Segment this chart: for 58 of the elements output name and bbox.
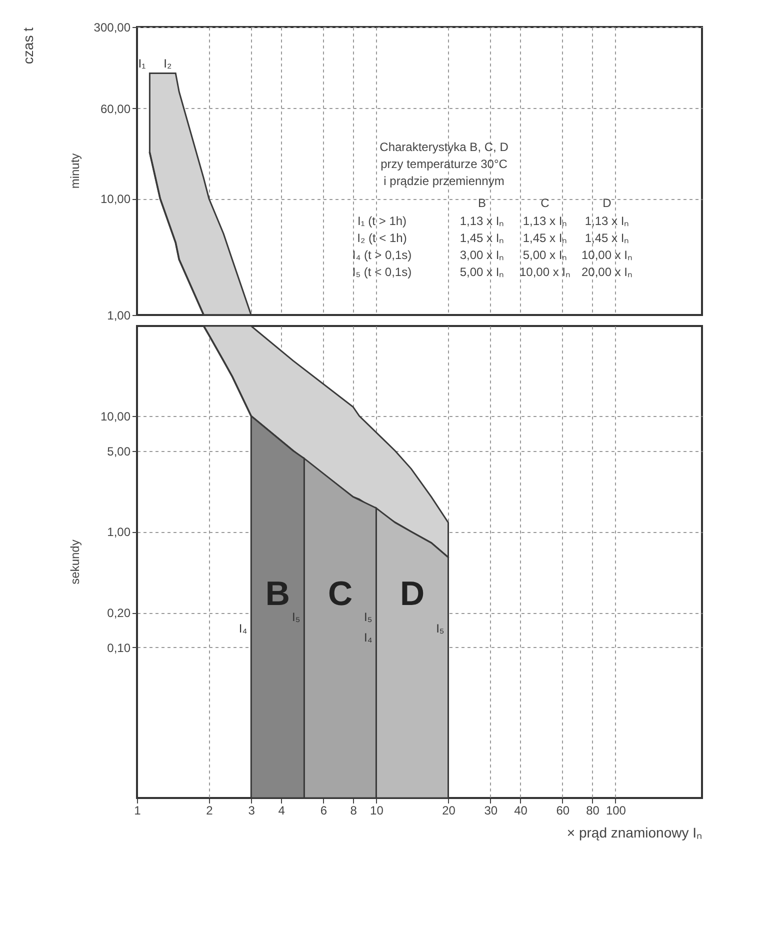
x-tick-label: 1 [134,804,142,818]
annotation: D [602,196,612,210]
annotation: I₅ [364,610,372,624]
y-tick-label: 5,00 [107,444,131,458]
annotation: 1,45 x Iₙ [522,231,568,245]
annotation: 20,00 x Iₙ [581,265,633,279]
y-tick-label: 1,00 [107,308,131,322]
x-tick-label: 80 [586,804,600,818]
annotation: C [540,196,550,210]
y-tick-label: 300,00 [94,20,131,34]
annotation: 5,00 x Iₙ [522,248,568,262]
annotation: I₄ [238,621,248,636]
annotation: 1,13 x Iₙ [522,214,568,228]
x-tick-label: 10 [370,804,384,818]
annotation: C [328,575,353,614]
annotation: D [400,575,425,614]
x-tick-label: 6 [320,804,328,818]
annotation: 3,00 x Iₙ [460,248,504,262]
y-tick-label: 1,00 [107,525,131,540]
y-tick-label: 0,10 [107,640,131,655]
y-axis-title: czas t [20,27,36,64]
annotation: Charakterystyka B, C, D [380,140,509,154]
annotation: B [478,196,486,210]
annotation: 1,13 x Iₙ [460,214,504,228]
annotation: I₅ [292,610,300,624]
text: minuty [68,153,82,189]
annotation: 10,00 x Iₙ [519,265,571,279]
annotation: i prądzie przemiennym [384,174,504,188]
annotation: I₄ (t > 0,1s) [352,248,412,262]
annotation: I₁ (t > 1h) [357,214,407,228]
y-tick-label: 0,20 [107,606,131,620]
y-tick-label: 10,00 [100,410,131,424]
y-tick-label: 10,00 [100,192,131,206]
x-tick-label: 30 [484,804,498,818]
annotation: 10,00 x Iₙ [581,248,633,262]
x-tick-label: 3 [248,804,256,818]
x-tick-label: 20 [442,804,456,818]
x-tick-label: 8 [350,804,358,818]
annotation: I₅ [436,621,444,636]
x-tick-label: 4 [278,804,286,818]
annotation: przy temperaturze 30°C [380,157,508,171]
x-tick-label: 40 [514,804,528,818]
annotation: 1,13 x Iₙ [584,214,630,228]
x-tick-label: 60 [556,804,570,818]
annotation: I₂ (t < 1h) [357,231,407,245]
annotation: 1,45 x Iₙ [460,231,504,245]
text: sekundy [68,540,82,584]
annotation: I₂ [164,56,172,70]
y-tick-label: 60,00 [100,102,131,116]
x-tick-label: 100 [606,804,626,818]
annotation: I₁ [138,56,146,70]
annotation: B [265,575,290,614]
x-axis-title: × prąd znamionowy Iₙ [566,824,702,840]
annotation: 5,00 x Iₙ [460,265,504,279]
x-tick-label: 2 [206,804,214,818]
annotation: 1,45 x Iₙ [584,231,630,245]
annotation: I₅ (t < 0,1s) [352,265,412,279]
annotation: I₄ [364,630,372,644]
